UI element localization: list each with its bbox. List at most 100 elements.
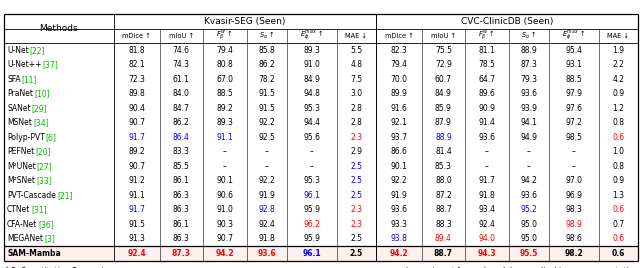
Text: 0.6: 0.6 [612,234,625,243]
Text: [21]: [21] [57,191,72,200]
Text: 79.4: 79.4 [390,60,408,69]
Text: 93.4: 93.4 [478,205,495,214]
Text: 98.3: 98.3 [566,205,582,214]
Text: 96.1: 96.1 [303,249,321,258]
Text: [37]: [37] [42,60,58,69]
Text: 86.3: 86.3 [173,205,189,214]
Text: CTNet: CTNet [7,205,30,214]
Text: 0.6: 0.6 [612,249,625,258]
Text: 2.5: 2.5 [350,176,362,185]
Text: 85.3: 85.3 [435,162,452,171]
Text: 81.8: 81.8 [129,46,145,55]
Text: 7.5: 7.5 [350,75,362,84]
Text: 2.9: 2.9 [350,147,362,156]
Text: 92.2: 92.2 [259,118,275,127]
Text: 86.1: 86.1 [173,220,189,229]
Text: 91.8: 91.8 [259,234,275,243]
Text: 2.3: 2.3 [350,205,362,214]
Text: 95.2: 95.2 [520,205,538,214]
Text: 85.8: 85.8 [259,46,275,55]
Text: 2.2: 2.2 [612,60,624,69]
Text: 89.4: 89.4 [435,234,452,243]
Text: 93.6: 93.6 [520,191,538,200]
Text: 97.2: 97.2 [566,118,582,127]
Text: 0.6: 0.6 [612,133,625,142]
Text: 90.9: 90.9 [478,104,495,113]
Text: 79.4: 79.4 [216,46,233,55]
Text: –: – [484,147,489,156]
Text: 91.7: 91.7 [129,205,145,214]
Text: 94.4: 94.4 [303,118,320,127]
Text: PEFNet: PEFNet [7,147,35,156]
Text: [27]: [27] [36,162,52,171]
Text: 1.2: 1.2 [612,104,624,113]
Text: 4.2: 4.2 [612,75,625,84]
Text: 97.0: 97.0 [565,176,582,185]
Text: 97.9: 97.9 [565,89,582,98]
Text: 72.3: 72.3 [129,75,145,84]
Text: 93.6: 93.6 [520,89,538,98]
Text: 84.7: 84.7 [173,104,189,113]
Text: 92.4: 92.4 [127,249,146,258]
Text: 96.9: 96.9 [565,191,582,200]
Text: 93.7: 93.7 [390,133,408,142]
Text: 80.8: 80.8 [216,60,233,69]
Text: 60.7: 60.7 [435,75,452,84]
Text: 0.9: 0.9 [612,176,625,185]
Text: PraNet: PraNet [7,89,33,98]
Text: 88.0: 88.0 [435,176,452,185]
Text: M²SNet: M²SNet [7,176,35,185]
Text: 70.0: 70.0 [390,75,408,84]
Text: 90.6: 90.6 [216,191,233,200]
Text: 2.5: 2.5 [349,249,363,258]
Text: 93.1: 93.1 [566,60,582,69]
Text: 96.2: 96.2 [303,220,320,229]
Text: –: – [265,162,269,171]
Text: mIoU ↑: mIoU ↑ [431,33,456,39]
Text: mIoU ↑: mIoU ↑ [169,33,194,39]
Text: $F_{\beta}^{w}$ ↑: $F_{\beta}^{w}$ ↑ [216,29,233,42]
Text: 72.9: 72.9 [435,60,452,69]
Text: 95.3: 95.3 [303,176,320,185]
Text: 81.1: 81.1 [479,46,495,55]
Text: 89.2: 89.2 [129,147,145,156]
Text: 78.5: 78.5 [478,60,495,69]
Text: 94.8: 94.8 [303,89,320,98]
Text: 92.2: 92.2 [259,176,275,185]
Text: 91.4: 91.4 [478,118,495,127]
Text: PVT-Cascade: PVT-Cascade [7,191,56,200]
Text: [11]: [11] [22,75,37,84]
Text: CFA-Net: CFA-Net [7,220,37,229]
Text: U-Net++: U-Net++ [7,60,42,69]
Text: 94.2: 94.2 [215,249,234,258]
Text: [20]: [20] [35,147,51,156]
Text: 89.9: 89.9 [390,89,408,98]
Text: 88.9: 88.9 [435,133,452,142]
Text: 91.9: 91.9 [390,191,408,200]
Text: –: – [310,147,314,156]
Text: 67.0: 67.0 [216,75,233,84]
Text: 98.2: 98.2 [564,249,583,258]
Text: $S_{\alpha}$ ↑: $S_{\alpha}$ ↑ [259,30,275,41]
Text: MAE ↓: MAE ↓ [346,33,367,39]
Text: SAM-Mamba: SAM-Mamba [7,249,61,258]
Text: 93.8: 93.8 [390,234,408,243]
Text: 81.4: 81.4 [435,147,452,156]
Text: 94.0: 94.0 [478,234,495,243]
Text: 89.6: 89.6 [478,89,495,98]
Text: 92.4: 92.4 [259,220,275,229]
Text: MAE ↓: MAE ↓ [607,33,629,39]
Text: 84.9: 84.9 [303,75,320,84]
Text: 87.3: 87.3 [172,249,191,258]
Text: 93.6: 93.6 [390,205,408,214]
Text: 89.3: 89.3 [216,118,233,127]
Text: 82.1: 82.1 [129,60,145,69]
Text: –: – [310,162,314,171]
Text: 2.3: 2.3 [350,220,362,229]
Text: 79.3: 79.3 [520,75,538,84]
Text: 2.5: 2.5 [350,234,362,243]
Text: [34]: [34] [33,118,49,127]
Text: –: – [527,162,531,171]
Text: 85.5: 85.5 [173,162,189,171]
Text: mDice ↑: mDice ↑ [122,33,151,39]
